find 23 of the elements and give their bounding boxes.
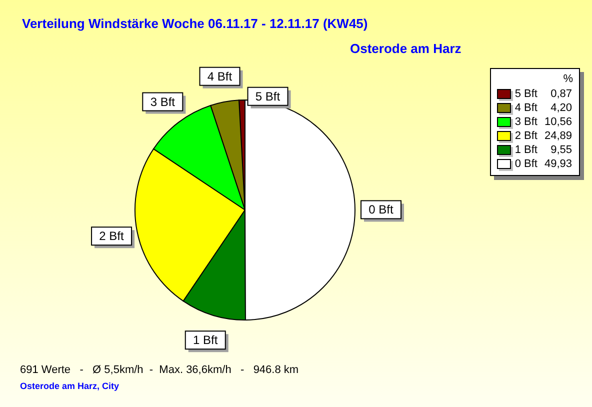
legend-title: % bbox=[562, 73, 573, 85]
data-label: 24,89 bbox=[543, 129, 573, 143]
data-label: 9,55 bbox=[550, 143, 573, 157]
chart-subtitle: Osterode am Harz bbox=[350, 41, 462, 56]
slice-label: 4 Bft bbox=[207, 69, 233, 84]
legend-label: 5 Bft bbox=[514, 87, 538, 101]
slice-label: 1 Bft bbox=[193, 333, 218, 348]
data-label: 10,56 bbox=[543, 115, 573, 129]
slice-label: 2 Bft bbox=[99, 229, 125, 244]
legend-label: 1 Bft bbox=[514, 143, 538, 157]
legend-label: 2 Bft bbox=[514, 129, 538, 143]
data-label: 0,87 bbox=[550, 87, 573, 101]
slice-label: 3 Bft bbox=[150, 94, 176, 109]
data-label: 49,93 bbox=[543, 157, 573, 171]
category-label: 5 Bft bbox=[255, 89, 280, 104]
legend-label: 3 Bft bbox=[514, 115, 538, 129]
data-label: 4,20 bbox=[550, 101, 573, 115]
slice-label: 0 Bft bbox=[368, 202, 394, 217]
legend-label: 0 Bft bbox=[514, 157, 538, 171]
legend-label: 4 Bft bbox=[514, 101, 538, 115]
chart-title: Verteilung Windstärke Woche 06.11.17 - 12.11.17 (KW45) bbox=[22, 16, 368, 31]
text: Osterode am Harz, City bbox=[20, 381, 120, 391]
text: 691 Werte - Ø 5,5km/h - Max. 36,6km/h - 946.8 km bbox=[20, 364, 299, 376]
